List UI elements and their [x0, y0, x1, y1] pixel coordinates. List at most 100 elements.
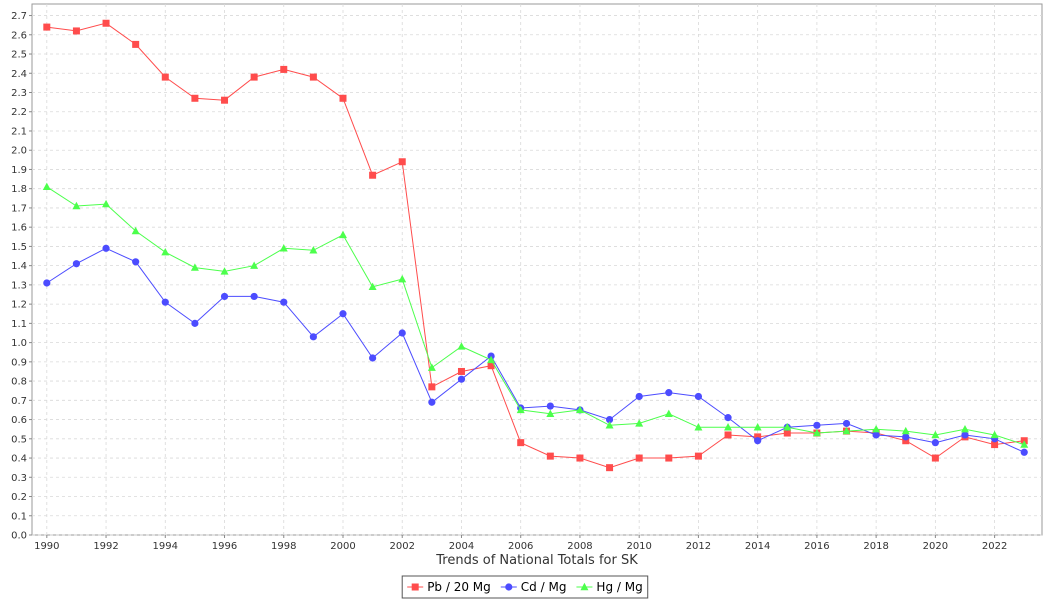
data-point — [664, 409, 673, 417]
legend-marker — [505, 583, 513, 591]
data-point — [872, 424, 881, 433]
data-point — [753, 423, 762, 431]
legend-item-pb-20-mg: Pb / 20 Mg — [407, 580, 491, 594]
data-point — [250, 292, 258, 301]
data-point — [872, 431, 880, 439]
data-point — [487, 362, 495, 370]
x-tick-label: 2012 — [686, 541, 711, 552]
y-tick-label: 1.4 — [11, 261, 27, 272]
y-tick-label: 1.7 — [11, 203, 27, 214]
data-point — [280, 298, 288, 306]
legend-marker — [411, 583, 419, 591]
y-tick-label: 0.5 — [11, 434, 27, 445]
y-tick-label: 0.9 — [11, 357, 27, 368]
series-pb-20-mg — [43, 19, 1028, 472]
y-tick-label: 0.8 — [11, 377, 27, 388]
data-point — [398, 329, 406, 337]
data-point — [901, 426, 910, 435]
data-point — [102, 19, 110, 27]
data-point — [72, 260, 81, 268]
data-point — [72, 27, 80, 35]
data-point — [606, 464, 614, 472]
data-point — [546, 402, 554, 410]
data-point — [516, 405, 525, 414]
data-point — [457, 367, 465, 375]
data-point — [694, 423, 703, 431]
legend-label: Hg / Mg — [596, 580, 642, 594]
data-point — [576, 454, 584, 462]
series-group — [42, 19, 1029, 472]
data-point — [161, 73, 169, 81]
data-point — [665, 454, 673, 462]
series-line — [46, 186, 1025, 446]
data-point — [605, 421, 614, 429]
data-point — [783, 423, 792, 431]
legend-label: Pb / 20 Mg — [427, 580, 491, 594]
data-point — [457, 375, 466, 383]
x-tick-label: 2004 — [449, 541, 474, 552]
y-tick-label: 0.1 — [11, 511, 27, 522]
legend-item-cd-mg: Cd / Mg — [500, 580, 567, 594]
y-tick-label: 1.6 — [11, 223, 27, 234]
data-point — [427, 363, 436, 371]
data-point — [902, 433, 910, 441]
axes: 0.0 0.1 0.2 0.3 0.4 0.5 0.6 0.7 0.8 0.9 1.0 1.1 1.2 1… — [11, 11, 1007, 552]
data-point — [131, 226, 140, 235]
data-point — [487, 355, 496, 364]
data-point — [220, 267, 229, 275]
y-tick-label: 2.5 — [11, 50, 27, 61]
data-point — [161, 247, 170, 256]
data-point — [428, 383, 436, 391]
y-tick-label: 1.5 — [11, 242, 27, 253]
data-point — [575, 405, 584, 414]
data-point — [457, 342, 466, 350]
y-tick-label: 2.6 — [11, 30, 27, 41]
data-point — [309, 246, 318, 254]
data-point — [635, 454, 643, 462]
data-point — [221, 96, 229, 104]
legend-label: Cd / Mg — [521, 580, 567, 594]
data-point — [339, 94, 347, 102]
legend: Pb / 20 Mg Cd / Mg Hg / Mg — [401, 575, 649, 599]
series-cd-mg — [43, 244, 1028, 456]
y-tick-label: 0.0 — [11, 531, 27, 542]
data-point — [960, 424, 969, 433]
data-point — [250, 261, 259, 269]
y-tick-label: 2.3 — [11, 88, 27, 99]
data-point — [309, 333, 317, 341]
y-tick-label: 0.6 — [11, 415, 27, 426]
y-tick-label: 1.9 — [11, 165, 27, 176]
data-point — [398, 158, 406, 166]
x-tick-label: 2018 — [863, 541, 888, 552]
data-point — [724, 414, 732, 422]
data-point — [694, 452, 702, 460]
y-tick-label: 2.2 — [11, 107, 27, 118]
data-point — [694, 392, 703, 401]
x-tick-label: 1992 — [93, 541, 118, 552]
data-point — [1020, 448, 1028, 456]
legend-box — [401, 575, 649, 599]
data-point — [339, 310, 347, 318]
y-tick-label: 1.1 — [11, 319, 27, 330]
data-point — [132, 258, 140, 266]
y-tick-label: 2.0 — [11, 146, 27, 157]
data-point — [902, 437, 910, 445]
x-tick-label: 2014 — [745, 541, 770, 552]
data-point — [546, 452, 554, 460]
data-point — [279, 244, 288, 252]
data-point — [369, 354, 377, 362]
data-point — [931, 430, 940, 439]
data-point — [665, 389, 673, 397]
x-tick-label: 1990 — [34, 541, 59, 552]
data-point — [309, 73, 317, 81]
x-tick-label: 2008 — [567, 541, 592, 552]
data-point — [369, 171, 377, 179]
data-point — [250, 73, 258, 81]
data-point — [991, 441, 999, 449]
data-point — [132, 40, 140, 48]
data-point — [338, 230, 347, 239]
data-point — [517, 439, 525, 447]
x-tick-label: 2002 — [390, 541, 415, 552]
data-point — [990, 430, 999, 439]
